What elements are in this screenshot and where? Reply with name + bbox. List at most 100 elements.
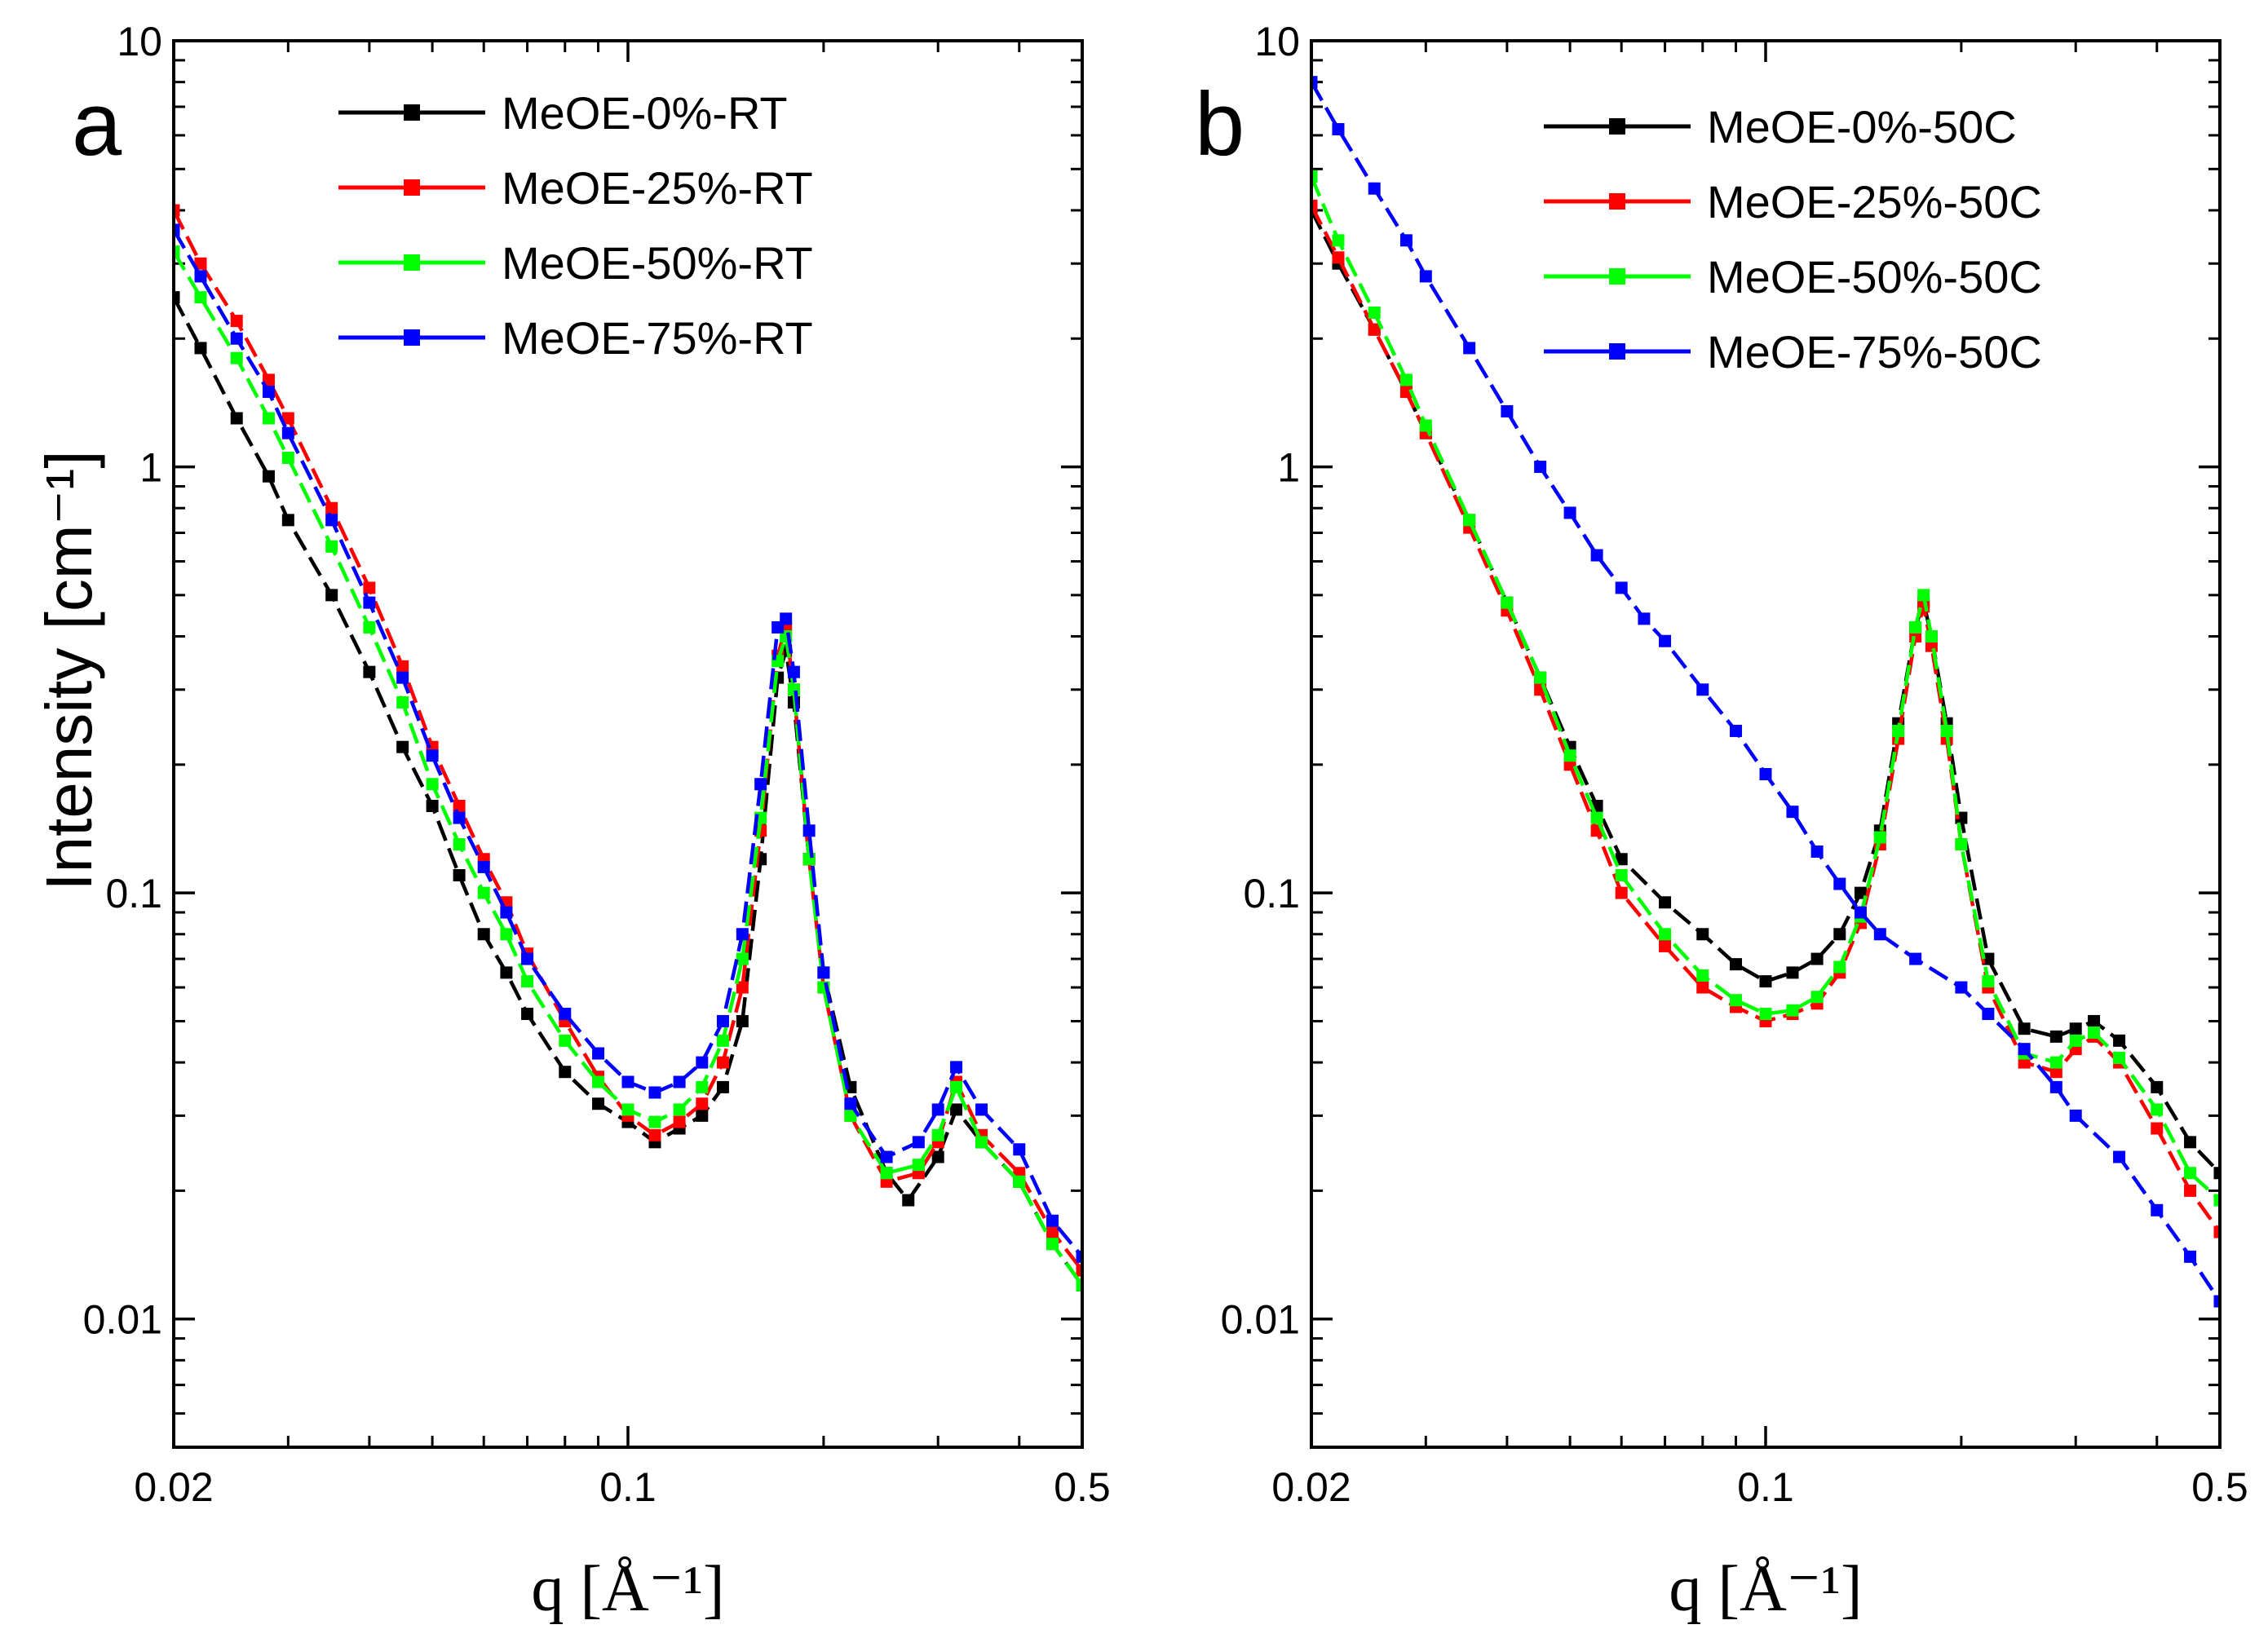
data-point <box>2151 1080 2164 1093</box>
data-point <box>500 966 513 979</box>
data-point <box>521 952 534 965</box>
data-point <box>950 1061 963 1074</box>
data-point <box>194 291 207 304</box>
data-point <box>1810 952 1824 965</box>
data-point <box>363 665 376 678</box>
data-point <box>1399 373 1413 386</box>
series-meoe-75-50c <box>1311 76 2220 1308</box>
data-point <box>2069 1022 2082 1035</box>
data-point <box>2184 1250 2197 1263</box>
data-point <box>325 501 338 514</box>
data-point <box>2069 1034 2082 1047</box>
x-tick-label: 0.02 <box>1271 1464 1351 1510</box>
data-point <box>592 1075 605 1088</box>
data-point <box>1659 939 1672 952</box>
data-point <box>2184 1184 2197 1197</box>
data-point <box>1659 928 1672 941</box>
data-point <box>1696 928 1709 941</box>
series-meoe-0-rt <box>174 291 1082 1291</box>
data-point <box>500 928 513 941</box>
data-point <box>262 470 275 483</box>
legend-marker <box>1609 118 1625 135</box>
legend-label: MeOE-25%-50C <box>1707 176 2042 227</box>
legend-item-meoe-50-50c: MeOE-50%-50C <box>1544 251 2042 302</box>
legend-label: MeOE-50%-50C <box>1707 251 2042 302</box>
data-point <box>174 291 180 304</box>
data-point <box>477 886 490 899</box>
data-point <box>1917 589 1930 602</box>
data-point <box>1419 419 1432 432</box>
data-point <box>621 1103 634 1116</box>
legend-item-meoe-25-rt: MeOE-25%-RT <box>338 162 813 214</box>
data-point <box>1013 1175 1026 1188</box>
y-tick-label: 10 <box>117 19 162 64</box>
data-point <box>1786 966 1799 979</box>
data-point <box>2049 1080 2062 1093</box>
data-point <box>477 860 490 873</box>
data-point <box>281 514 294 527</box>
data-point <box>802 824 816 837</box>
x-tick-label: 0.5 <box>1054 1464 1111 1510</box>
data-point <box>716 1080 729 1093</box>
plot-area <box>1311 76 2220 1308</box>
data-point <box>325 514 338 527</box>
data-point <box>736 981 749 994</box>
data-point <box>2151 1203 2164 1216</box>
data-point <box>230 315 243 328</box>
y-tick-label: 0.01 <box>83 1297 162 1343</box>
data-point <box>1892 724 1905 737</box>
data-point <box>716 1034 729 1047</box>
data-point <box>673 1103 686 1116</box>
data-point <box>2213 1194 2220 1207</box>
data-point <box>696 1109 709 1122</box>
legend-marker <box>404 104 420 121</box>
data-point <box>1833 960 1846 974</box>
data-point <box>696 1097 709 1110</box>
data-point <box>902 1194 915 1207</box>
data-point <box>1759 975 1772 988</box>
data-point <box>1332 251 1345 264</box>
data-point <box>396 660 409 673</box>
data-point <box>1873 831 1886 844</box>
data-point <box>1810 991 1824 1004</box>
data-point <box>1368 182 1381 195</box>
x-axis-label: q [Å⁻¹] <box>531 1553 724 1625</box>
data-point <box>396 671 409 684</box>
data-point <box>736 928 749 941</box>
data-point <box>2113 1034 2126 1047</box>
data-point <box>648 1128 661 1141</box>
data-point <box>426 749 439 762</box>
panel-b: 0.01 0.1 1 10 0.02 0.1 0.5 b MeOE-0%-50C MeOE-25%… <box>1195 19 2248 1625</box>
legend-label: MeOE-75%-RT <box>502 312 813 364</box>
data-point <box>1730 958 1743 971</box>
data-point <box>262 373 275 386</box>
data-point <box>230 332 243 345</box>
data-point <box>1563 506 1576 519</box>
data-point <box>1833 877 1846 890</box>
data-point <box>1955 838 1968 851</box>
data-point <box>2018 1043 2031 1056</box>
y-tick-label: 10 <box>1254 19 1300 64</box>
data-point <box>736 1014 749 1027</box>
data-point <box>1332 234 1345 247</box>
data-point <box>2049 1030 2062 1043</box>
data-point <box>363 581 376 594</box>
data-point <box>1563 749 1576 762</box>
data-point <box>500 906 513 919</box>
data-point <box>673 1115 686 1128</box>
plot-frame <box>1310 39 2222 1449</box>
data-point <box>1759 767 1772 780</box>
data-point <box>1982 975 1995 988</box>
data-point <box>1013 1143 1026 1156</box>
series-line-meoe-75-rt <box>174 228 1082 1258</box>
data-point <box>2069 1109 2082 1122</box>
legend-item-meoe-75-rt: MeOE-75%-RT <box>338 312 813 364</box>
data-point <box>1046 1225 1059 1238</box>
data-point <box>1696 683 1709 696</box>
data-point <box>1399 386 1413 399</box>
data-point <box>194 257 207 270</box>
data-point <box>1615 853 1628 866</box>
data-point <box>754 778 767 791</box>
data-point <box>281 451 294 464</box>
data-point <box>2213 1167 2220 1180</box>
